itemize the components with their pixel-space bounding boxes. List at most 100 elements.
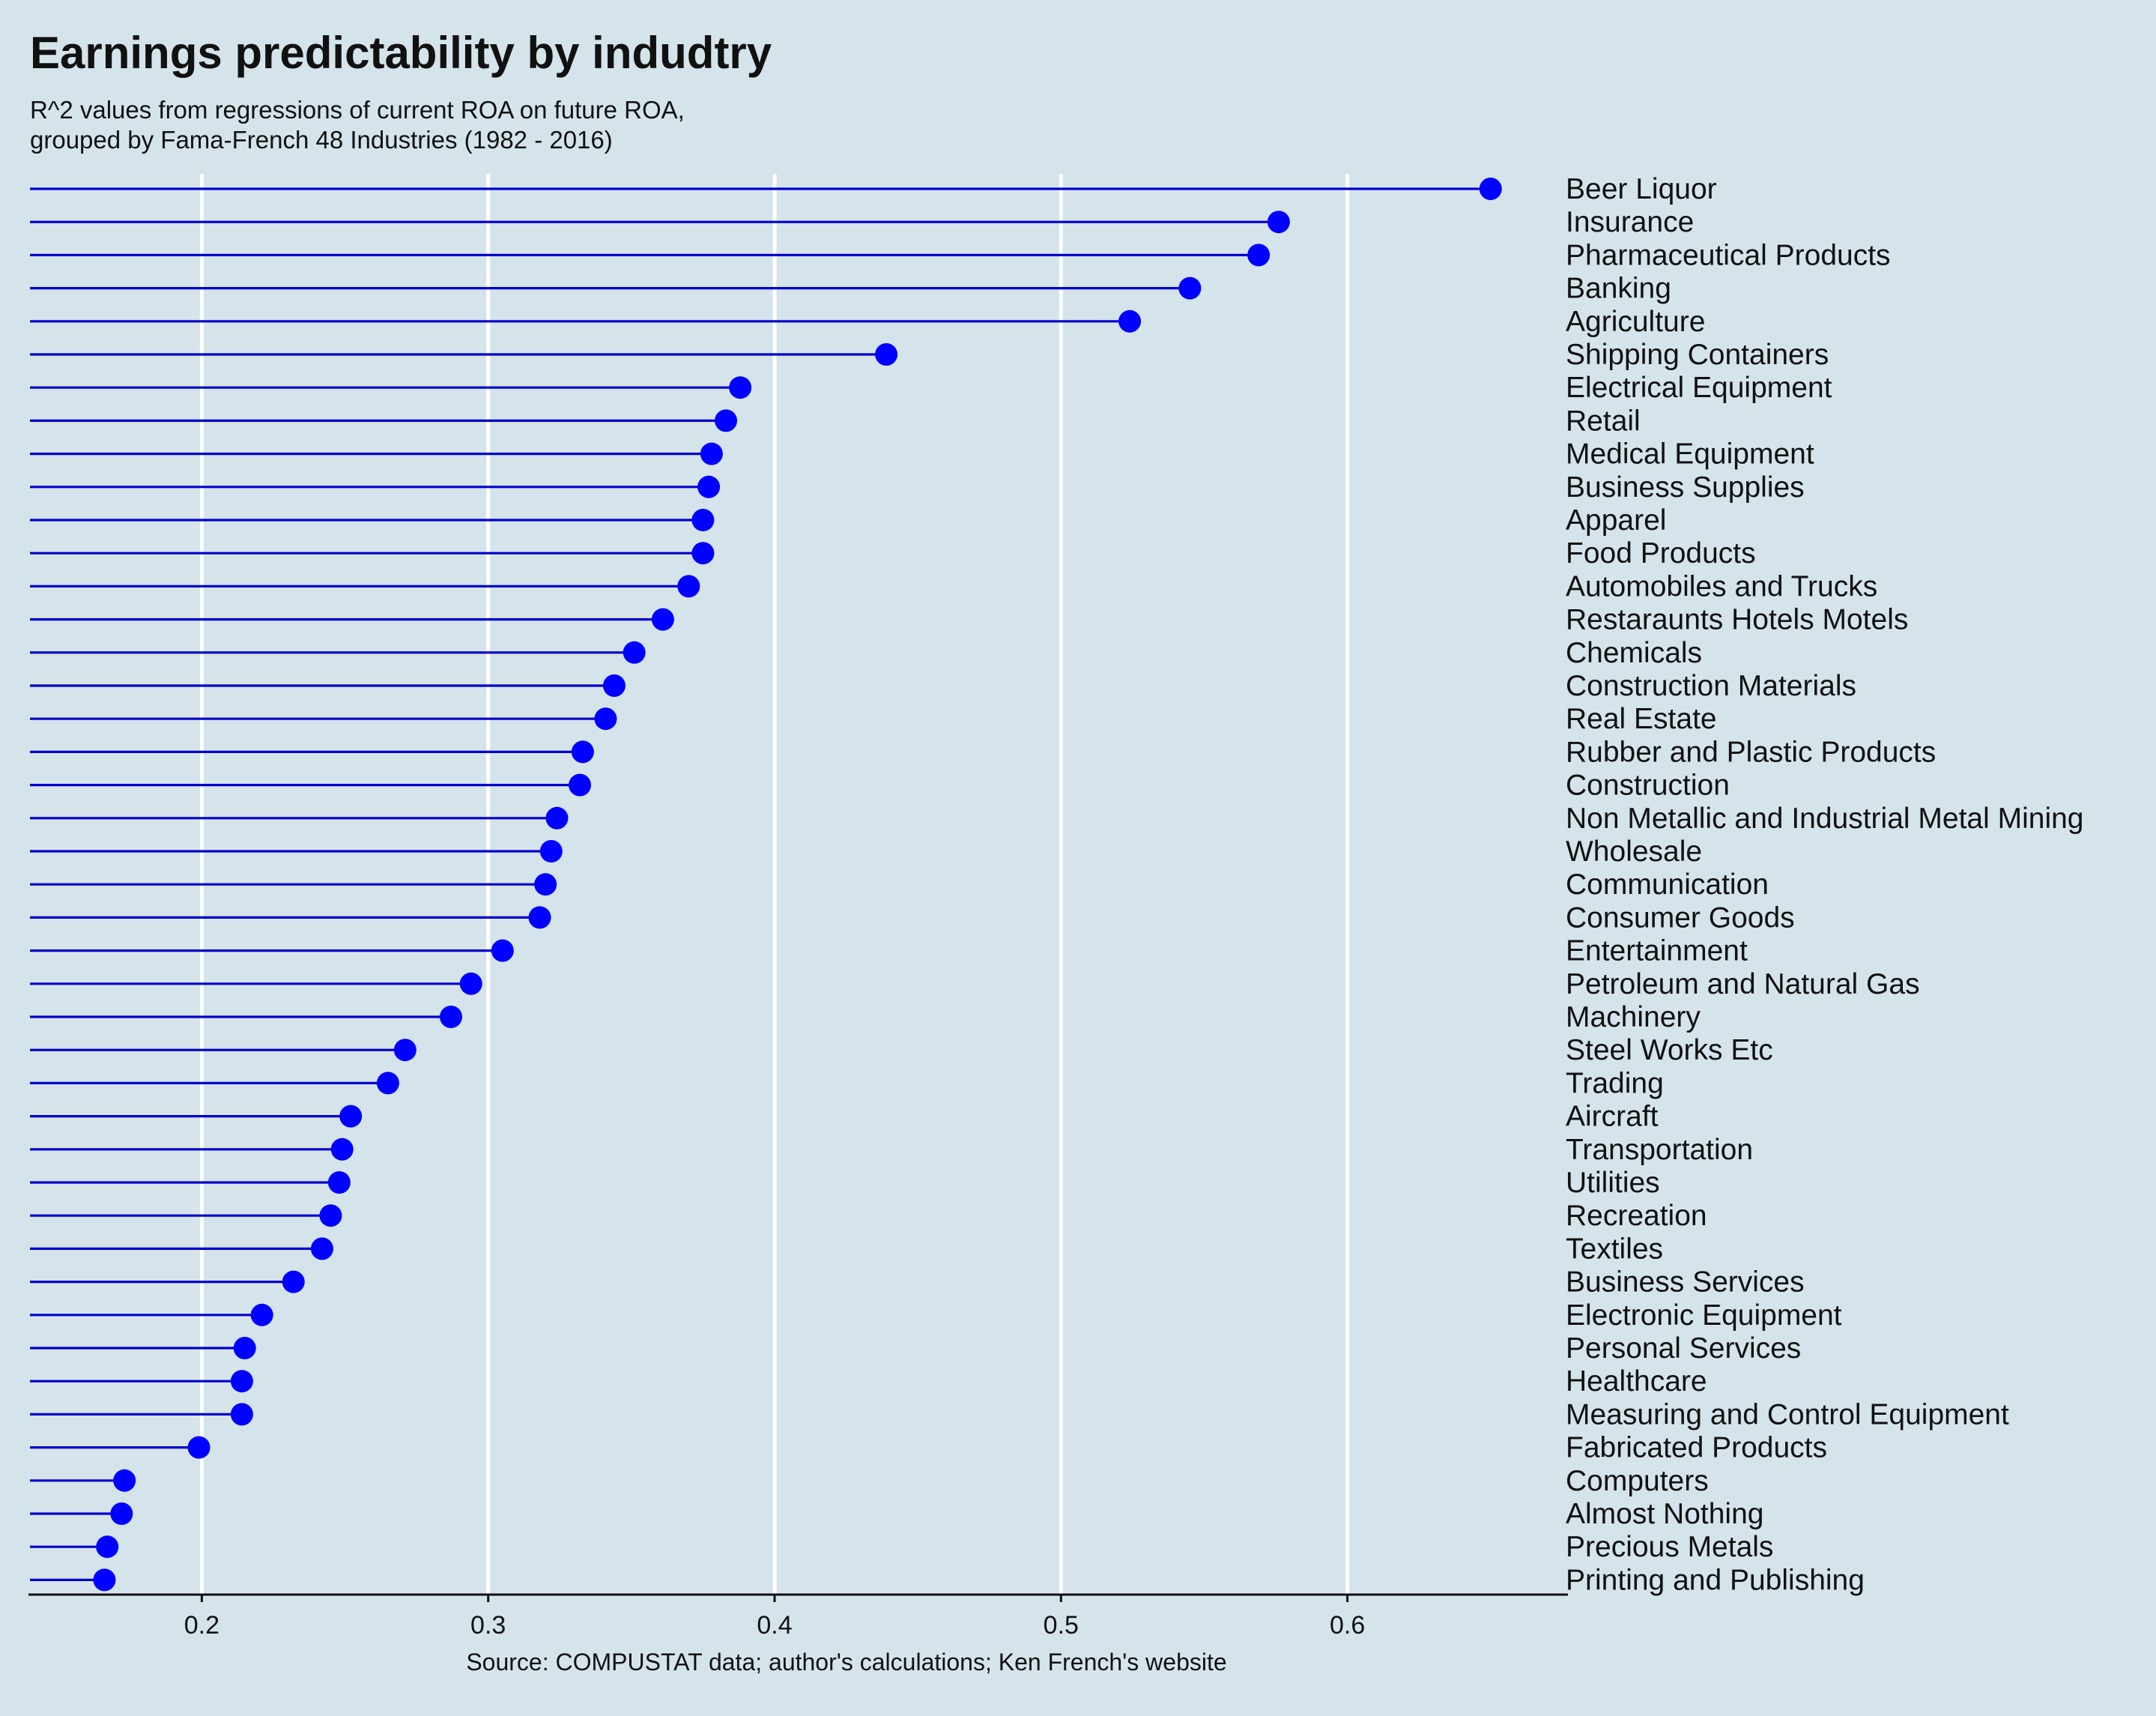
category-label: Pharmaceutical Products (1566, 239, 1891, 271)
lollipop-point (1479, 178, 1502, 200)
category-label: Utilities (1566, 1167, 1660, 1199)
lollipop-point (1178, 277, 1202, 300)
lollipop-point (569, 773, 592, 797)
lollipop-point (110, 1502, 133, 1525)
lollipop-point (327, 1171, 351, 1194)
grid-lines (199, 174, 1350, 1595)
category-label: Shipping Containers (1566, 339, 1829, 371)
lollipop-stems (30, 187, 1491, 1581)
category-label: Entertainment (1566, 935, 1748, 967)
lollipop-point (282, 1270, 305, 1293)
lollipop-point (697, 475, 721, 498)
lollipop-point (677, 575, 700, 598)
x-tick-label: 0.6 (1330, 1611, 1365, 1640)
chart-subtitle-line-2: grouped by Fama-French 48 Industries (19… (30, 126, 613, 154)
category-label: Real Estate (1566, 703, 1717, 735)
lollipop-point (691, 542, 715, 565)
category-label: Restaraunts Hotels Motels (1566, 604, 1908, 636)
lollipop-point (93, 1568, 116, 1592)
category-label: Rubber and Plastic Products (1566, 736, 1936, 768)
lollipop-points (93, 178, 1502, 1592)
category-label: Healthcare (1566, 1365, 1707, 1398)
category-label: Electrical Equipment (1566, 372, 1832, 404)
category-label: Petroleum and Natural Gas (1566, 968, 1920, 1000)
lollipop-point (539, 840, 563, 862)
lollipop-point (113, 1469, 136, 1492)
category-label: Personal Services (1566, 1332, 1801, 1365)
category-label: Business Supplies (1566, 471, 1805, 504)
x-tick-label: 0.4 (757, 1611, 792, 1640)
category-label: Construction (1566, 770, 1730, 802)
category-label: Medical Equipment (1566, 438, 1814, 471)
category-label: Insurance (1566, 206, 1694, 238)
category-label: Food Products (1566, 537, 1756, 570)
category-label: Aircraft (1566, 1101, 1659, 1133)
lollipop-point (700, 442, 723, 465)
chart-subtitle-line-1: R^2 values from regressions of current R… (30, 96, 685, 124)
lollipop-point (528, 906, 551, 929)
category-label: Electronic Equipment (1566, 1299, 1842, 1332)
chart-caption: Source: COMPUSTAT data; author's calcula… (466, 1649, 1227, 1676)
lollipop-point (602, 674, 626, 697)
category-label: Agriculture (1566, 306, 1705, 338)
category-label: Non Metallic and Industrial Metal Mining (1566, 803, 2084, 835)
lollipop-point (875, 343, 898, 366)
x-tick-label: 0.5 (1044, 1611, 1079, 1640)
category-label: Wholesale (1566, 836, 1702, 868)
category-label: Trading (1566, 1067, 1664, 1099)
category-label: Apparel (1566, 504, 1666, 537)
lollipop-point (250, 1303, 273, 1326)
lollipop-point (651, 608, 674, 631)
lollipop-point (439, 1006, 462, 1028)
category-label: Retail (1566, 405, 1641, 437)
category-label: Almost Nothing (1566, 1498, 1763, 1530)
lollipop-point (1247, 244, 1271, 267)
category-label: Transportation (1566, 1134, 1753, 1166)
lollipop-point (545, 806, 569, 830)
category-label: Chemicals (1566, 637, 1702, 669)
category-label: Construction Materials (1566, 670, 1856, 702)
lollipop-point (187, 1436, 211, 1459)
lollipop-point (393, 1039, 417, 1062)
category-label: Textiles (1566, 1233, 1663, 1265)
lollipop-point (715, 409, 738, 432)
lollipop-point (96, 1535, 119, 1559)
lollipop-point (1118, 309, 1142, 333)
category-label: Communication (1566, 868, 1769, 901)
x-tick-label: 0.2 (184, 1611, 219, 1640)
lollipop-point (491, 939, 514, 962)
category-label: Recreation (1566, 1200, 1707, 1232)
category-label: Beer Liquor (1566, 173, 1717, 205)
lollipop-point (230, 1370, 253, 1393)
lollipop-point (459, 972, 482, 995)
lollipop-point (571, 740, 594, 764)
category-label: Banking (1566, 273, 1671, 305)
lollipop-point (230, 1403, 253, 1426)
lollipop-point (623, 641, 646, 664)
lollipop-point (330, 1138, 354, 1161)
category-label: Machinery (1566, 1001, 1701, 1033)
category-label: Precious Metals (1566, 1531, 1773, 1563)
lollipop-point (319, 1204, 342, 1227)
category-label: Automobiles and Trucks (1566, 570, 1877, 602)
lollipop-point (1267, 211, 1290, 234)
category-label: Measuring and Control Equipment (1566, 1398, 2009, 1430)
category-label: Consumer Goods (1566, 901, 1795, 934)
lollipop-point (534, 873, 557, 896)
lollipop-point (729, 376, 752, 399)
lollipop-point (339, 1105, 363, 1128)
x-tick-label: 0.3 (470, 1611, 506, 1640)
lollipop-point (310, 1237, 333, 1260)
x-axis: 0.2 0.3 0.4 0.5 0.6 (28, 1593, 1568, 1640)
category-label: Business Services (1566, 1266, 1805, 1299)
category-label: Steel Works Etc (1566, 1034, 1773, 1066)
lollipop-point (233, 1337, 256, 1359)
lollipop-point (691, 509, 715, 531)
lollipop-point (376, 1072, 399, 1095)
lollipop-point (594, 707, 617, 731)
category-label: Computers (1566, 1465, 1709, 1497)
chart-title: Earnings predictability by indudtry (30, 28, 772, 78)
category-label: Fabricated Products (1566, 1432, 1827, 1464)
